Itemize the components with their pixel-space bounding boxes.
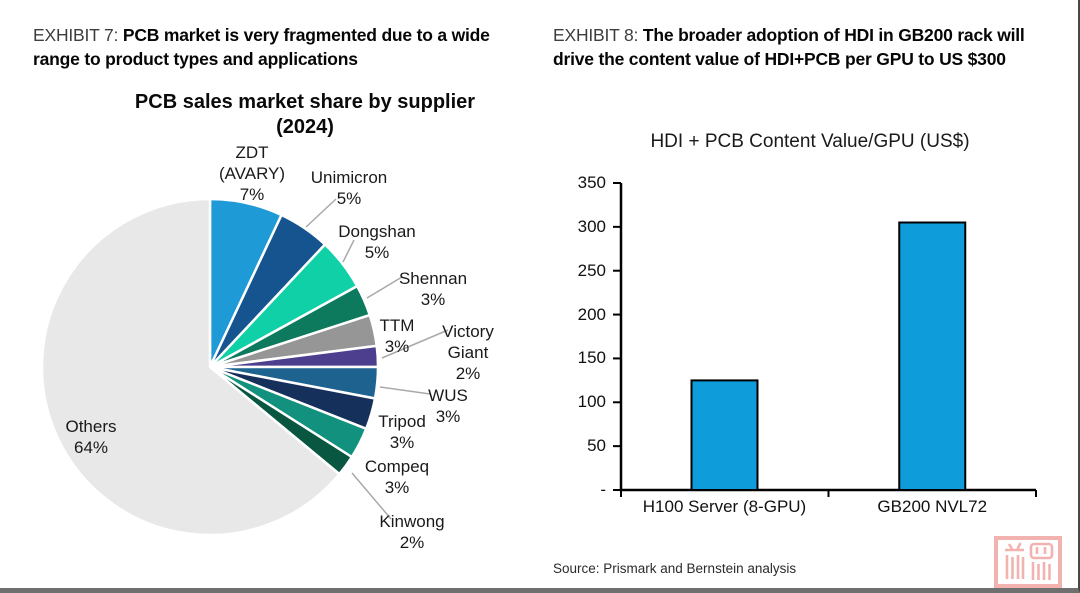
bar-chart-title: HDI + PCB Content Value/GPU (US$) — [650, 131, 970, 152]
pie-chart-title: PCB sales market share by supplier (2024… — [85, 90, 525, 140]
pie-label-name: Victory Giant — [442, 322, 494, 362]
y-tick-label-200: 200 — [577, 304, 606, 324]
pie-label-name: Tripod — [378, 412, 426, 431]
exhibit-8-label: EXHIBIT 8: — [553, 25, 639, 45]
y-tick-label-350: 350 — [577, 173, 606, 192]
watermark-stamp-icon — [994, 536, 1062, 588]
y-tick-label-150: 150 — [577, 348, 606, 368]
bar-gb200-nvl72 — [898, 221, 967, 491]
pie-label-name: Shennan — [398, 269, 468, 288]
pie-leader-line-kinwong — [351, 472, 392, 520]
pie-label-name: Kinwong — [379, 512, 445, 531]
x-category-label-h100-server-8-gpu-: H100 Server (8-GPU) — [642, 497, 807, 516]
pie-label-name: Unimicron — [310, 168, 388, 187]
y-tick-label-50: 50 — [587, 436, 606, 456]
pie-leader-line-wus — [379, 386, 431, 395]
pie-label-percent: 64% — [73, 438, 109, 457]
pie-label-percent: 7% — [239, 185, 265, 204]
pie-chart-title-line-1: PCB sales market share by supplier — [134, 91, 476, 113]
pie-label-name: WUS — [428, 386, 468, 405]
pie-label-wus: WUS 3% — [413, 385, 483, 427]
pie-label-victory-giant: Victory Giant 2% — [437, 321, 499, 384]
y-tick-label-250: 250 — [577, 260, 606, 280]
y-tick-label-100: 100 — [577, 392, 606, 412]
source-note: Source: Prismark and Bernstein analysis — [553, 561, 797, 576]
pie-label-ttm: TTM 3% — [367, 315, 427, 357]
pie-label-tripod: Tripod 3% — [362, 411, 442, 453]
pie-slice-others — [40, 197, 341, 537]
pie-label-percent: 2% — [455, 364, 481, 383]
exhibit-7-label: EXHIBIT 7: — [33, 25, 119, 45]
exhibit-8-heading: EXHIBIT 8: The broader adoption of HDI i… — [553, 23, 1067, 71]
pie-label-shennan: Shennan 3% — [383, 268, 483, 310]
pie-label-percent: 2% — [399, 533, 425, 552]
pie-label-name: Others — [65, 417, 117, 436]
bar-h100-server-8-gpu- — [690, 379, 759, 491]
pie-leader-line-unimicron — [305, 198, 337, 228]
pie-label-dongshan: Dongshan 5% — [322, 221, 432, 263]
pie-label-percent: 3% — [435, 407, 461, 426]
pie-label-name: Compeq — [364, 457, 430, 476]
pie-label-zdt-avary-: ZDT (AVARY) 7% — [212, 142, 292, 205]
pie-label-percent: 5% — [336, 189, 362, 208]
pie-label-percent: 3% — [384, 337, 410, 356]
exhibit-7-heading: EXHIBIT 7: PCB market is very fragmented… — [33, 23, 538, 71]
y-tick-label-0: - — [600, 480, 606, 499]
x-category-label-gb200-nvl72: GB200 NVL72 — [877, 497, 988, 516]
pie-label-percent: 3% — [384, 478, 410, 497]
pie-label-others: Others 64% — [46, 416, 136, 458]
pie-leader-line-dongshan — [342, 239, 355, 263]
pie-label-percent: 3% — [420, 290, 446, 309]
pie-label-name: ZDT (AVARY) — [218, 143, 286, 183]
exhibit-7-title: PCB market is very fragmented due to a w… — [33, 25, 490, 69]
pie-label-name: TTM — [379, 316, 415, 335]
pie-label-compeq: Compeq 3% — [347, 456, 447, 498]
pie-label-percent: 3% — [389, 433, 415, 452]
pie-label-percent: 5% — [364, 243, 390, 262]
exhibit-8-title: The broader adoption of HDI in GB200 rac… — [553, 25, 1025, 69]
pie-label-unimicron: Unimicron 5% — [294, 167, 404, 209]
pie-chart-title-line-2: (2024) — [276, 116, 334, 138]
pie-leader-line-shennan — [366, 276, 403, 299]
pie-leader-line-victory-giant — [381, 329, 449, 359]
pie-label-name: Dongshan — [338, 222, 416, 241]
pie-label-kinwong: Kinwong 2% — [357, 511, 467, 553]
y-tick-label-300: 300 — [577, 216, 606, 236]
axes — [619, 183, 1036, 492]
